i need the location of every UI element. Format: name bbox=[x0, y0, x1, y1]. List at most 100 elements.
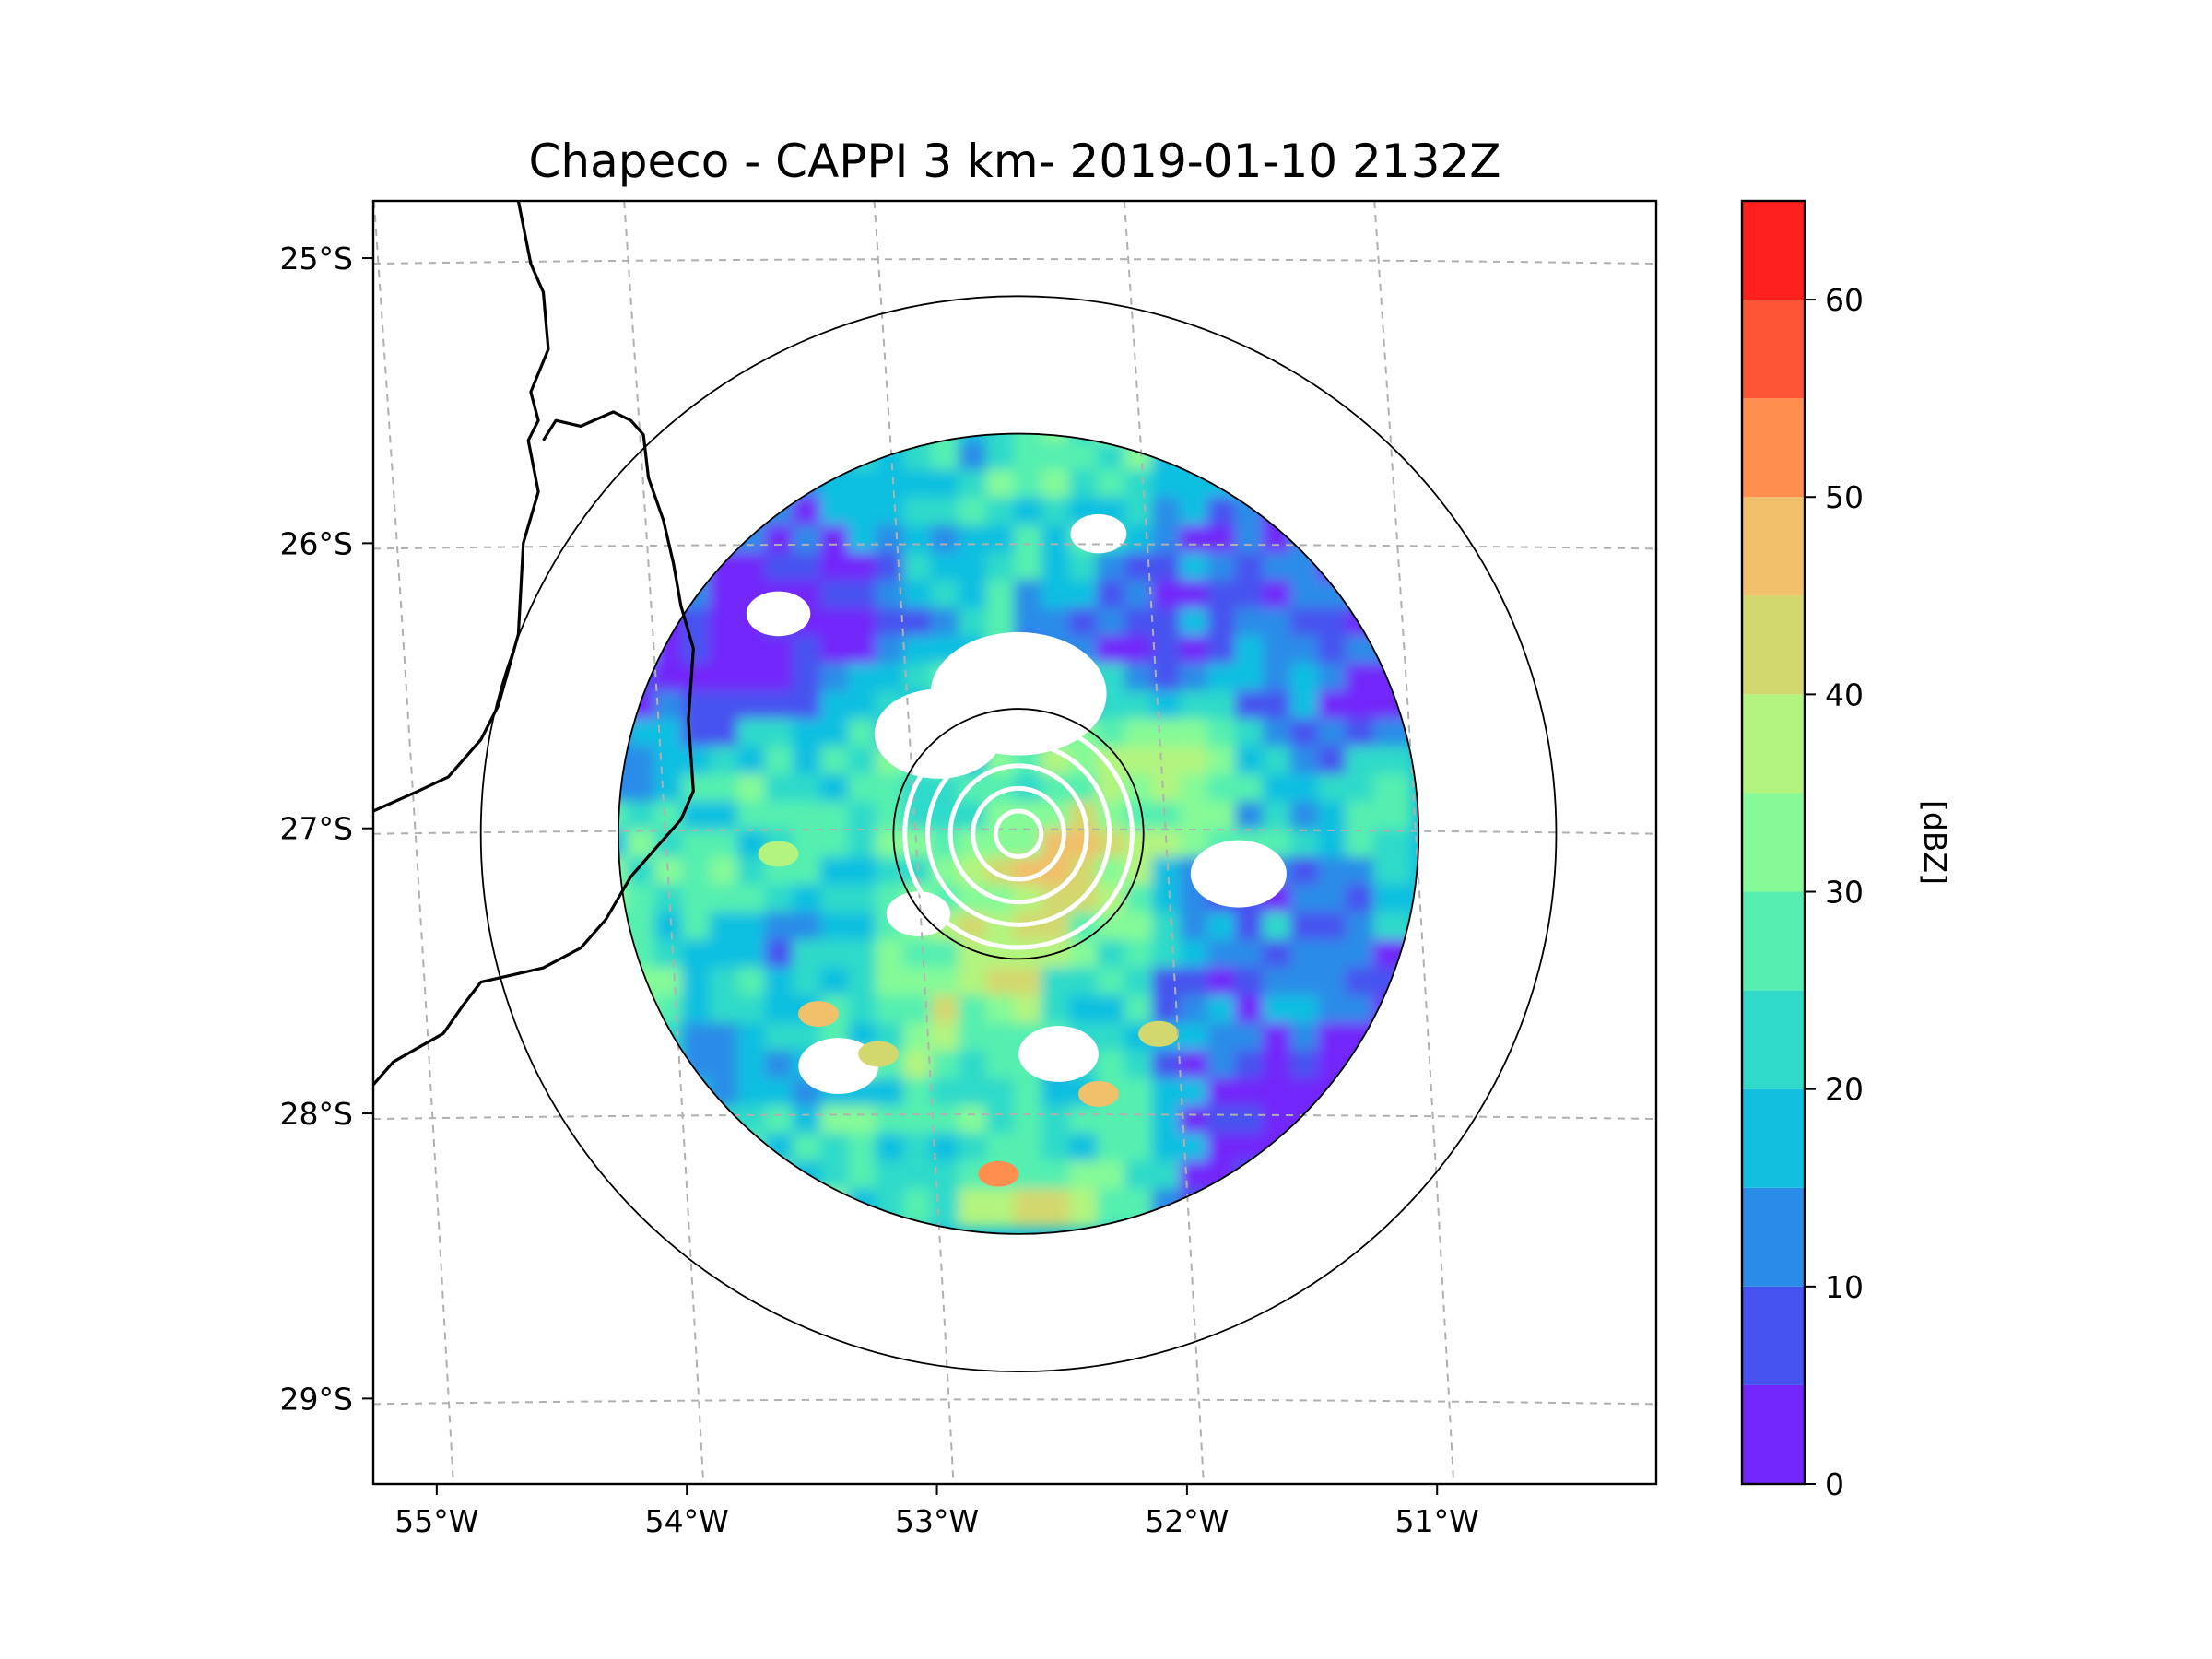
cone-of-silence-ring bbox=[971, 785, 1066, 882]
gridline-lat bbox=[373, 258, 1656, 265]
echo-cell bbox=[1372, 552, 1412, 592]
cone-of-silence-ring bbox=[947, 763, 1089, 905]
colorbar-segment bbox=[1742, 990, 1805, 1089]
echo-cell bbox=[618, 663, 638, 702]
colorbar-segment bbox=[1742, 595, 1805, 695]
colorbar: 0 10 20 30 40 50 60 [dBZ] bbox=[1740, 199, 1953, 1502]
echo-core bbox=[1077, 1080, 1119, 1107]
echo-cell bbox=[736, 441, 776, 481]
echo-cell bbox=[626, 469, 665, 509]
no-echo-region bbox=[1190, 840, 1287, 908]
no-echo-region bbox=[746, 591, 811, 637]
border-line bbox=[373, 410, 695, 1086]
colorbar-tick-label: 20 bbox=[1825, 1072, 1864, 1108]
gridline-lon bbox=[623, 201, 705, 1484]
echo-cell bbox=[709, 441, 748, 481]
echo-cell bbox=[681, 1133, 721, 1172]
chart-title: Chapeco - CAPPI 3 km- 2019-01-10 2132Z bbox=[529, 135, 1501, 188]
echo-cell bbox=[1317, 433, 1357, 453]
colorbar-segment bbox=[1742, 1088, 1805, 1188]
echo-cell bbox=[1262, 1133, 1301, 1172]
echo-cell bbox=[1345, 1133, 1384, 1172]
echo-cell bbox=[1289, 469, 1329, 509]
colorbar-segment bbox=[1742, 201, 1805, 300]
echo-cell bbox=[709, 1188, 748, 1228]
range-ring bbox=[618, 432, 1420, 1235]
echo-cell bbox=[1317, 1133, 1357, 1172]
cone-of-silence-ring bbox=[993, 808, 1044, 859]
echo-cell bbox=[1262, 469, 1301, 509]
echo-cell bbox=[1124, 433, 1163, 453]
y-tick-label: 26°S bbox=[280, 525, 353, 561]
echo-cell bbox=[792, 1188, 831, 1228]
echo-cell bbox=[709, 497, 748, 536]
colorbar-frame bbox=[1740, 199, 1806, 1486]
echo-disk bbox=[618, 433, 1419, 1234]
echo-cell bbox=[764, 433, 804, 453]
echo-cell bbox=[1151, 433, 1191, 453]
y-tick-label: 27°S bbox=[280, 811, 353, 847]
range-ring bbox=[479, 295, 1558, 1373]
echo-cell bbox=[1289, 1160, 1329, 1200]
echo-cell bbox=[1372, 1077, 1412, 1117]
gridline-lat bbox=[373, 828, 1656, 835]
echo-cell bbox=[653, 497, 693, 536]
echo-cell bbox=[1289, 433, 1329, 453]
echo-cell bbox=[626, 1105, 665, 1145]
colorbar-segment bbox=[1742, 1384, 1805, 1484]
y-tick-label: 28°S bbox=[280, 1096, 353, 1132]
colorbar-segment bbox=[1742, 1286, 1805, 1385]
range-rings bbox=[479, 295, 1558, 1373]
echo-cell bbox=[626, 580, 665, 619]
no-echo-region bbox=[1018, 1026, 1099, 1082]
no-echo-region bbox=[1070, 513, 1127, 554]
echo-cell bbox=[681, 469, 721, 509]
echo-cell bbox=[1206, 433, 1246, 453]
colorbar-tick-label: 50 bbox=[1825, 479, 1864, 515]
echo-core bbox=[1138, 1020, 1180, 1047]
echo-cell bbox=[792, 441, 831, 481]
echo-cell bbox=[1345, 1160, 1384, 1200]
echo-cell bbox=[1289, 1188, 1329, 1228]
colorbar-tick-label: 0 bbox=[1825, 1466, 1844, 1502]
echo-cell bbox=[653, 469, 693, 509]
echo-cell bbox=[1345, 469, 1384, 509]
echo-cell bbox=[1372, 1188, 1412, 1228]
gridline-lat bbox=[373, 543, 1656, 550]
echo-cell bbox=[1372, 524, 1412, 564]
echo-cell bbox=[1206, 441, 1246, 481]
country-borders bbox=[373, 201, 695, 1086]
echo-cell bbox=[709, 469, 748, 509]
echo-cell bbox=[1317, 1188, 1357, 1228]
echo-cell bbox=[618, 497, 638, 536]
echo-cell bbox=[1372, 1133, 1412, 1172]
echo-cell bbox=[1345, 1077, 1384, 1117]
echo-cell bbox=[681, 1160, 721, 1200]
echo-cell bbox=[847, 433, 887, 453]
gridline-lon bbox=[1373, 201, 1455, 1484]
gridline-lat bbox=[373, 1398, 1656, 1406]
echo-cell bbox=[653, 441, 693, 481]
echo-cell bbox=[1345, 552, 1384, 592]
echo-cell bbox=[618, 580, 638, 619]
no-echo-region bbox=[886, 891, 951, 936]
y-tick-label: 29°S bbox=[280, 1381, 353, 1417]
echo-cell bbox=[1372, 1050, 1412, 1089]
echo-cell bbox=[626, 1133, 665, 1172]
echo-cell bbox=[626, 1050, 665, 1089]
echo-cell bbox=[1345, 1188, 1384, 1228]
colorbar-label: [dBZ] bbox=[1917, 800, 1953, 885]
echo-cell bbox=[1372, 994, 1412, 1034]
echo-cell bbox=[653, 1133, 693, 1172]
echo-cell bbox=[1372, 1022, 1412, 1062]
reflectivity-field bbox=[618, 433, 1419, 1234]
colorbar-segment bbox=[1742, 694, 1805, 794]
x-tick-label: 52°W bbox=[1145, 1503, 1229, 1539]
echo-cell bbox=[1289, 1105, 1329, 1145]
echo-cell bbox=[1345, 441, 1384, 481]
y-axis-ticks: 25°S 26°S 27°S 28°S 29°S bbox=[280, 241, 373, 1417]
echo-cell bbox=[618, 1022, 638, 1062]
x-tick-label: 55°W bbox=[394, 1503, 478, 1539]
echo-cell bbox=[1234, 1188, 1274, 1228]
